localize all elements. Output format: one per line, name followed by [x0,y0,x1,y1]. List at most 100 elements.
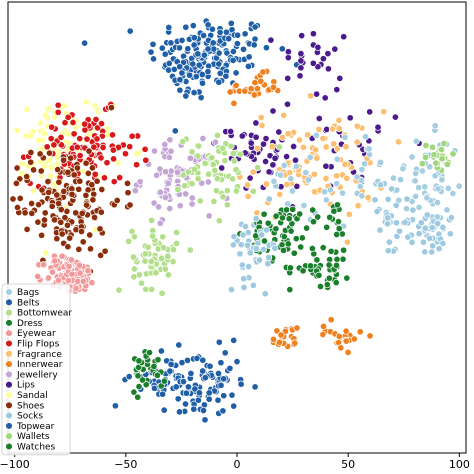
point-belts [81,39,89,47]
point-bags [284,200,292,208]
point-shoes [41,209,49,217]
point-jewellery [176,202,184,210]
point-belts [149,55,158,63]
point-bags [333,180,341,188]
point-bottomwear [208,154,216,162]
point-lips [265,168,273,176]
point-bottomwear [254,164,262,172]
scatter-points [8,17,463,424]
point-bottomwear [179,171,187,179]
point-flip-flops [141,145,149,153]
point-watches [286,264,294,272]
point-eyewear [76,269,84,277]
point-shoes [57,206,65,214]
point-fragrance [333,145,341,153]
legend-label-flip-flops: Flip Flops [17,340,60,350]
point-lips [262,157,270,166]
point-innerwear [253,85,261,93]
point-belts [182,389,190,397]
point-shoes [23,173,31,181]
point-topwear [176,63,184,71]
point-lips [324,50,332,58]
point-belts [190,34,198,42]
point-watches [340,246,348,254]
point-bags [412,137,420,145]
point-shoes [67,154,75,162]
point-jewellery [199,134,207,143]
point-belts [209,39,217,47]
point-flip-flops [69,118,77,127]
point-bags [312,131,320,139]
point-topwear [178,69,186,77]
point-sandal [23,105,31,114]
point-belts [184,383,192,391]
point-dress [260,237,269,245]
point-flip-flops [97,154,105,162]
point-socks [271,244,279,252]
point-shoes [37,167,45,175]
point-shoes [66,234,74,242]
point-wallets [449,150,457,158]
point-socks [397,176,405,184]
point-eyewear [67,256,75,264]
point-bottomwear [201,159,209,167]
point-belts [205,395,213,403]
point-jewellery [150,199,158,207]
point-innerwear [291,339,299,347]
point-dress [285,215,293,223]
point-bottomwear [148,232,157,240]
point-socks [408,238,416,246]
point-dress [326,213,334,221]
legend-label-topwear: Topwear [16,422,55,432]
point-bags [431,122,439,130]
point-belts [175,408,184,416]
point-flip-flops [110,155,118,163]
point-jewellery [136,178,144,186]
point-fragrance [312,146,320,154]
point-shoes [63,221,72,229]
point-bottomwear [174,185,182,194]
point-shoes [77,227,86,236]
point-jewellery [156,219,164,227]
point-lips [374,123,382,131]
point-flip-flops [142,156,150,164]
point-lips [322,162,330,170]
point-lips [238,132,246,140]
point-dress [280,233,288,241]
point-belts [245,53,253,61]
point-belts [233,40,241,48]
point-lips [340,33,348,41]
point-socks [421,224,429,232]
point-flip-flops [121,150,130,158]
point-shoes [88,164,96,172]
point-shoes [64,168,72,176]
point-belts [230,402,238,410]
point-wallets [443,160,451,168]
point-socks [239,231,247,239]
point-innerwear [366,332,374,340]
point-belts [225,35,233,43]
point-flip-flops [76,152,84,160]
point-bags [421,183,429,191]
point-dress [319,244,327,252]
point-lips [297,64,305,72]
point-belts [208,25,216,33]
point-jewellery [150,147,159,155]
point-innerwear [226,88,234,96]
point-socks [428,248,436,256]
point-sandal [41,129,49,138]
point-socks [446,230,454,238]
point-belts [215,60,223,68]
point-shoes [16,194,24,202]
legend-marker-watches [5,442,13,451]
point-watches [339,255,347,263]
point-belts [165,23,173,32]
point-topwear [189,60,197,68]
point-jewellery [156,188,164,196]
point-shoes [113,196,121,205]
point-fragrance [319,134,327,143]
point-dress [138,376,147,384]
point-bottomwear [130,273,138,281]
point-shoes [96,225,104,233]
